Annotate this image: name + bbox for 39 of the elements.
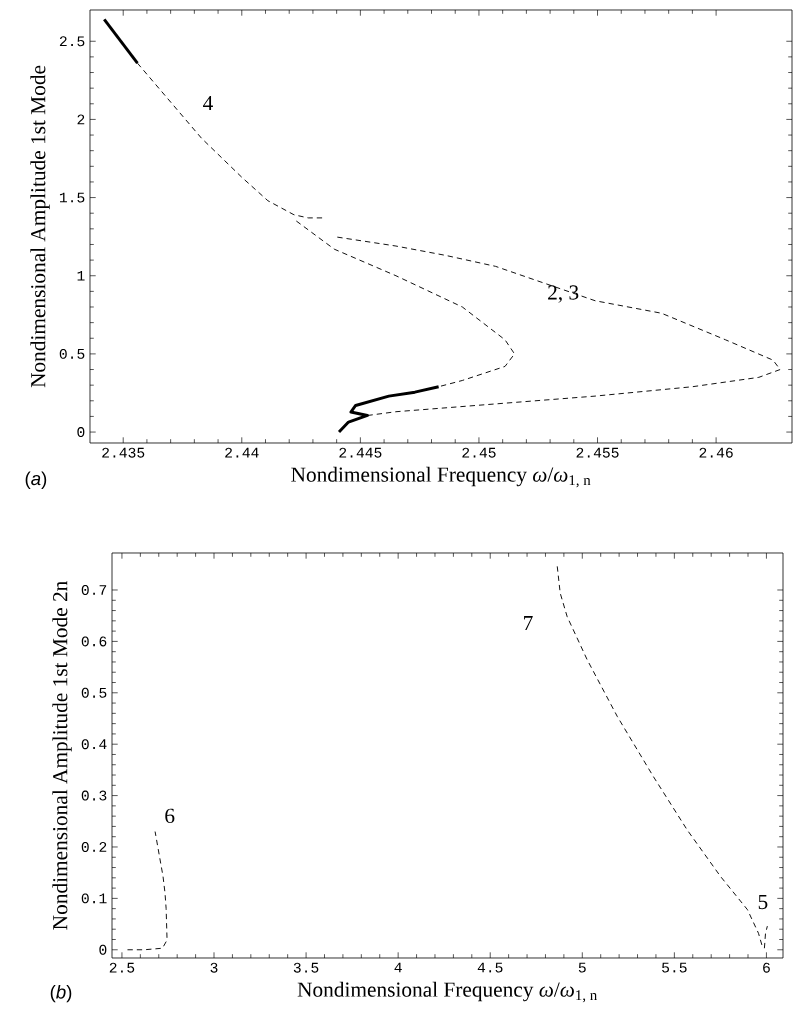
text: (a): [25, 471, 47, 489]
x-tick-label: 2.44: [225, 447, 259, 458]
y-tick-label: 0.5: [59, 348, 85, 359]
y-tick-label: 0.3: [81, 790, 107, 801]
x-tick-label: 2.5: [109, 962, 135, 973]
y-tick-label: 0.4: [81, 739, 107, 750]
text: (b): [50, 984, 72, 1003]
y-tick-label: 1.5: [59, 192, 85, 203]
x-axis-title: Nondimensional Frequency ω/ω$_{1, n}$: [291, 466, 591, 488]
y-tick-label: 0.6: [81, 636, 107, 647]
x-tick-label: 2.455: [576, 447, 619, 458]
annotation: 6: [165, 808, 175, 824]
y-tick-label: 0.1: [81, 893, 107, 904]
x-tick-label: 4: [394, 962, 402, 973]
y-axis-title: Nondimensional Amplitude 1st Mode 2n: [52, 581, 72, 930]
x-tick-label: 5: [578, 962, 586, 973]
y-tick-label: 2: [77, 114, 85, 125]
y-tick-label: 0.5: [81, 687, 107, 698]
y-tick-label: 0: [99, 944, 107, 955]
y-tick-label: 0.7: [81, 585, 107, 595]
y-tick-label: 1: [77, 270, 85, 281]
y-axis-title: Nondimensional Amplitude 1st Mode: [30, 65, 50, 388]
annotation: 4: [203, 96, 213, 111]
x-axis-title: Nondimensional Frequency ω/ω$_{1, n}$: [297, 981, 598, 1003]
x-tick-label: 3.5: [293, 962, 319, 973]
x-tick-label: 2.445: [339, 447, 382, 458]
annotation: 7: [524, 616, 533, 631]
x-tick-label: 4.5: [477, 962, 503, 973]
annotation: 2, 3: [548, 285, 579, 303]
y-tick-label: 0.2: [81, 842, 107, 852]
x-tick-label: 2.45: [462, 447, 496, 458]
x-tick-label: 5.5: [662, 962, 687, 973]
x-tick-label: 2.46: [699, 447, 733, 458]
x-tick-label: 2.435: [102, 447, 145, 458]
y-tick-label: 2.5: [59, 36, 85, 47]
x-tick-label: 6: [763, 962, 770, 973]
annotation: 5: [758, 895, 768, 910]
y-tick-label: 0: [77, 427, 85, 438]
x-tick-label: 3: [210, 962, 218, 973]
